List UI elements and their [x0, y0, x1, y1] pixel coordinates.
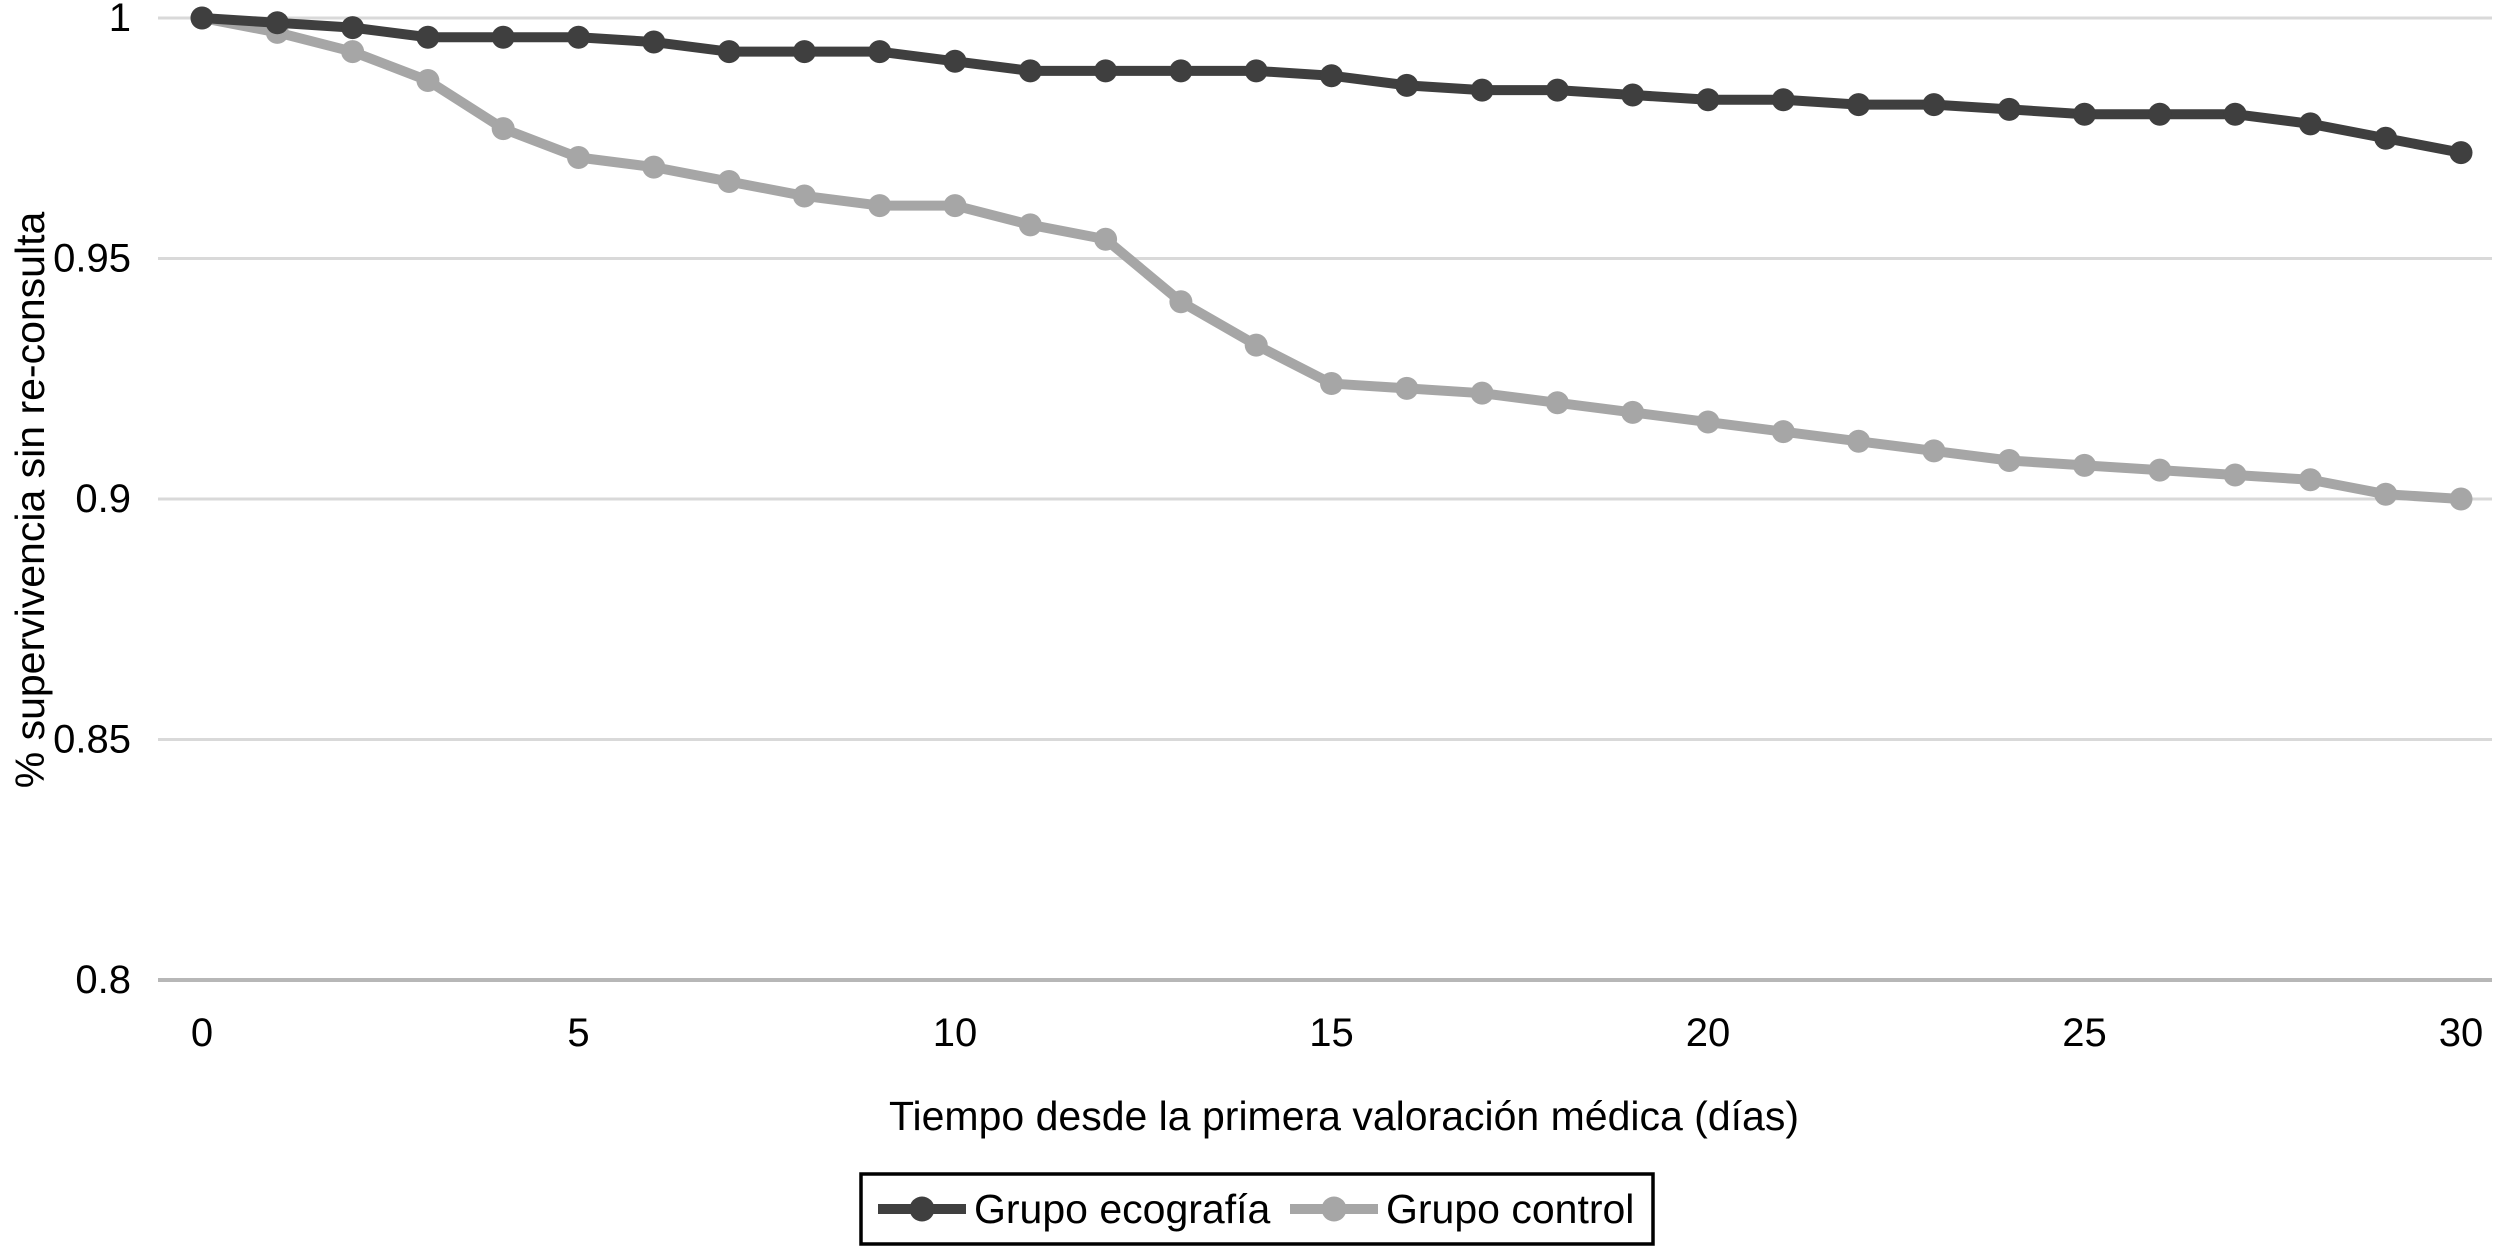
data-point-ecografia	[2148, 102, 2172, 126]
data-point-ecografia	[1169, 59, 1193, 83]
data-point-control	[792, 184, 816, 208]
data-point-ecografia	[491, 25, 515, 49]
x-tick-label: 0	[191, 1011, 213, 1055]
data-point-control	[1470, 381, 1494, 405]
x-tick-label: 10	[933, 1011, 978, 1055]
data-point-ecografia	[642, 30, 666, 54]
data-point-control	[1621, 400, 1645, 424]
data-point-control	[2223, 463, 2247, 487]
legend-border-box	[859, 1172, 1655, 1246]
x-tick-label: 5	[567, 1011, 589, 1055]
y-axis-title: % supervivencia sin re-consulta	[7, 212, 53, 789]
legend-item-ecografia: Grupo ecografía	[878, 1186, 1270, 1232]
data-point-ecografia	[717, 40, 741, 64]
data-point-ecografia	[1997, 97, 2021, 121]
gridlines-layer	[158, 16, 2492, 982]
data-point-control	[642, 155, 666, 179]
data-point-control	[943, 194, 967, 218]
y-tick-label: 0.9	[75, 477, 131, 521]
data-point-control	[1545, 391, 1569, 415]
y-tick-labels-layer: 1 0.95 0.9 0.85 0.8	[53, 0, 131, 1002]
data-point-ecografia	[2298, 112, 2322, 136]
data-point-control	[341, 40, 365, 64]
data-point-ecografia	[265, 11, 289, 35]
data-point-control	[2298, 468, 2322, 492]
x-tick-label: 20	[1686, 1011, 1731, 1055]
data-point-ecografia	[1018, 59, 1042, 83]
y-tick-label: 1	[109, 0, 131, 40]
data-point-control	[416, 69, 440, 93]
x-tick-label: 30	[2439, 1011, 2484, 1055]
data-point-ecografia	[1922, 93, 1946, 117]
x-tick-labels-layer: 0 5 10 15 20 25 30	[191, 1011, 2483, 1055]
x-tick-label: 15	[1309, 1011, 1354, 1055]
data-point-ecografia	[1696, 88, 1720, 112]
data-point-control	[1997, 449, 2021, 473]
data-point-ecografia	[792, 40, 816, 64]
data-point-control	[717, 170, 741, 194]
data-point-control	[1244, 333, 1268, 357]
data-point-control	[1395, 376, 1419, 400]
data-point-control	[491, 117, 515, 141]
data-point-ecografia	[1847, 93, 1871, 117]
legend-item-control: Grupo control	[1290, 1186, 1634, 1232]
data-point-ecografia	[567, 25, 590, 49]
data-point-ecografia	[341, 16, 365, 40]
x-tick-label: 25	[2062, 1011, 2107, 1055]
data-point-control	[1320, 372, 1343, 396]
series-layer	[190, 6, 2473, 511]
x-axis-title: Tiempo desde la primera valoración médic…	[889, 1093, 1799, 1139]
data-point-control	[1847, 429, 1871, 453]
data-point-ecografia	[1320, 64, 1343, 88]
legend-label-ecografia: Grupo ecografía	[974, 1186, 1270, 1232]
legend: Grupo ecografía Grupo control	[859, 1172, 1655, 1246]
data-point-ecografia	[868, 40, 892, 64]
legend-dot-marker-ecografia-icon	[909, 1196, 935, 1222]
y-tick-label: 0.85	[53, 718, 131, 762]
data-point-control	[2449, 487, 2473, 511]
data-point-ecografia	[190, 6, 214, 30]
data-point-ecografia	[1094, 59, 1118, 83]
data-point-control	[1094, 227, 1118, 251]
data-point-control	[1169, 290, 1193, 314]
data-point-control	[2148, 458, 2172, 482]
data-point-ecografia	[1545, 78, 1569, 102]
data-point-ecografia	[2449, 141, 2473, 165]
data-point-control	[2374, 482, 2398, 506]
legend-dot-marker-control-icon	[1321, 1196, 1347, 1222]
data-point-control	[2073, 453, 2096, 477]
data-point-ecografia	[2223, 102, 2247, 126]
data-point-ecografia	[1244, 59, 1268, 83]
data-point-control	[1922, 439, 1946, 463]
y-tick-label: 0.95	[53, 237, 131, 281]
data-point-ecografia	[1621, 83, 1645, 107]
data-point-control	[1018, 213, 1042, 237]
data-point-control	[1771, 420, 1795, 444]
data-point-ecografia	[1395, 73, 1419, 97]
data-point-ecografia	[943, 49, 967, 73]
data-point-ecografia	[2374, 126, 2398, 150]
legend-label-control: Grupo control	[1386, 1186, 1634, 1232]
data-point-control	[868, 194, 892, 218]
data-point-ecografia	[416, 25, 440, 49]
data-point-ecografia	[1771, 88, 1795, 112]
data-point-control	[567, 145, 590, 169]
data-point-ecografia	[2073, 102, 2096, 126]
data-point-control	[1696, 410, 1720, 434]
y-tick-label: 0.8	[75, 958, 131, 1002]
data-point-ecografia	[1470, 78, 1494, 102]
